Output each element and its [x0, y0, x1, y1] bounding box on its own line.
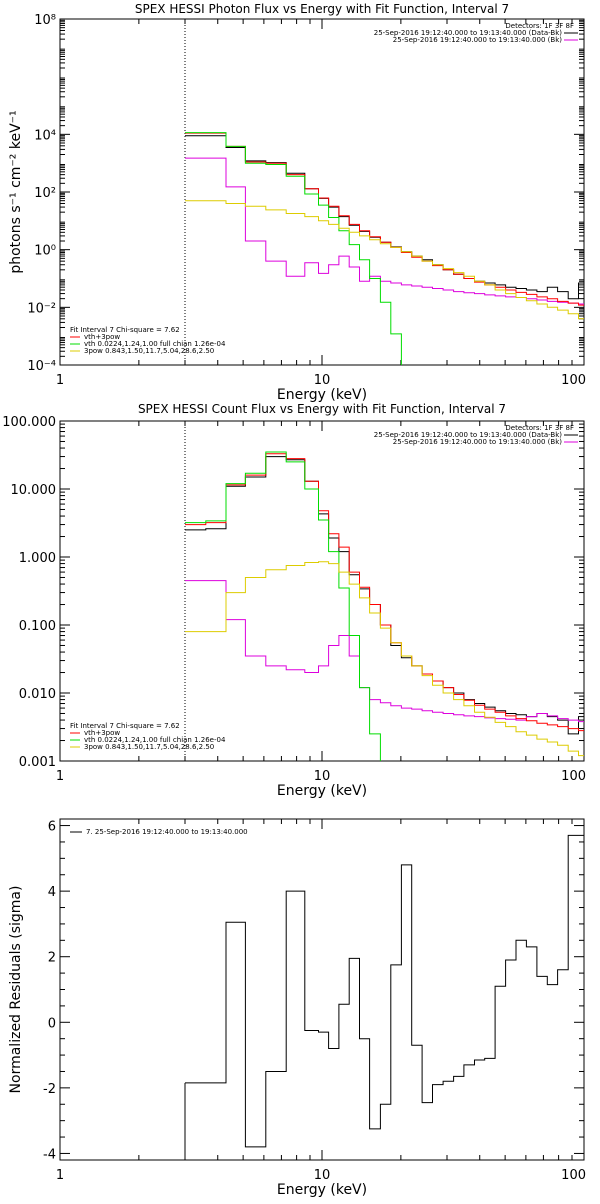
legend-entry-top: 25-Sep-2016 19:12:40.000 to 19:13:40.000…: [374, 29, 563, 37]
legend-entry-top: 25-Sep-2016 19:12:40.000 to 19:13:40.000…: [393, 36, 563, 44]
legend-fit-interval: Fit Interval 7 Chi-square = 7.62: [70, 326, 180, 334]
y-tick-label: 10⁴: [34, 128, 56, 143]
series-line-bk: [185, 157, 584, 305]
plot-frame: [59, 420, 585, 762]
x-tick-label: 1: [56, 373, 64, 388]
series-line-data-bk: [185, 456, 584, 735]
x-tick-label: 10: [314, 1168, 331, 1183]
series-line-3pow: [185, 200, 584, 320]
x-tick-label: 100: [561, 1168, 586, 1183]
y-axis-label: photons s⁻¹ cm⁻² keV⁻¹: [8, 110, 24, 273]
x-tick-label: 10: [314, 373, 331, 388]
series-line-vth-3pow: [185, 132, 584, 306]
plot-frame: [59, 18, 585, 366]
x-tick-label: 1: [56, 1168, 64, 1183]
x-axis-label: Energy (keV): [277, 387, 367, 403]
series-line-vth: [185, 451, 381, 761]
y-tick-label: 10⁻²: [27, 301, 56, 316]
y-tick-label: 10.000: [11, 483, 57, 498]
plot-frame: [59, 818, 585, 1161]
legend-entry: 7. 25-Sep-2016 19:12:40.000 to 19:13:40.…: [86, 828, 248, 836]
legend-entry-top: 25-Sep-2016 19:12:40.000 to 19:13:40.000…: [393, 438, 563, 446]
y-tick-label: 10⁸: [34, 13, 56, 28]
y-tick-label: 1.000: [19, 551, 56, 566]
x-axis-label: Energy (keV): [277, 1182, 367, 1198]
chart-title: SPEX HESSI Photon Flux vs Energy with Fi…: [135, 2, 509, 16]
series-line-data-bk: [185, 135, 584, 300]
y-tick-label: 10⁻⁴: [27, 359, 56, 374]
series-line-vth: [185, 132, 402, 365]
legend-entry-bottom: vth 0.0224,1.24,1.00 full chian 1.26e-04: [84, 340, 226, 348]
y-tick-label: -4: [43, 1147, 56, 1162]
legend-entry-top: 25-Sep-2016 19:12:40.000 to 19:13:40.000…: [374, 431, 563, 439]
series-line-7-25-sep-2016-19-12-40-000-to-19-13-40-000: [185, 834, 584, 1148]
y-tick-label: 2: [48, 951, 56, 966]
legend-detectors: Detectors: 1F 3F 8F: [505, 22, 574, 30]
y-tick-label: 0: [48, 1016, 56, 1031]
x-tick-label: 1: [56, 769, 64, 784]
y-tick-label: 4: [48, 885, 56, 900]
x-axis-label: Energy (keV): [277, 783, 367, 799]
chart-title: SPEX HESSI Count Flux vs Energy with Fit…: [138, 402, 506, 416]
chart-panel-3: 1 10 100 -4 -2 0 2 4 6 Energy (keV) Normalized Res…: [8, 818, 586, 1198]
y-tick-label: 6: [48, 820, 56, 835]
y-tick-label: 0.100: [19, 619, 56, 634]
y-tick-label: 0.001: [19, 755, 56, 770]
x-tick-label: 10: [314, 769, 331, 784]
legend-entry-bottom: vth 0.0224,1.24,1.00 full chian 1.26e-04: [84, 736, 226, 744]
y-tick-label: 10⁰: [34, 244, 56, 259]
series-line-3pow: [185, 561, 584, 757]
series-line-bk: [185, 580, 584, 723]
legend-entry-bottom: vth+3pow: [84, 333, 120, 341]
y-tick-label: 0.010: [19, 687, 56, 702]
y-axis-label: Normalized Residuals (sigma): [8, 886, 24, 1094]
chart-panel-2: 1 10 100 0.001 0.010 0.100 1.000 10.000 100.000 S…: [2, 402, 586, 799]
legend-fit-interval: Fit Interval 7 Chi-square = 7.62: [70, 722, 180, 730]
y-tick-label: 100.000: [2, 415, 56, 430]
legend-detectors: Detectors: 1F 3F 8F: [505, 424, 574, 432]
x-tick-label: 100: [561, 373, 586, 388]
legend-entry-bottom: 3pow 0.843,1.50,11.7,5.04,28.6,2.50: [84, 743, 214, 751]
y-tick-label: 10²: [34, 186, 56, 201]
legend-entry-bottom: vth+3pow: [84, 729, 120, 737]
legend-entry-bottom: 3pow 0.843,1.50,11.7,5.04,28.6,2.50: [84, 347, 214, 355]
chart-panel-1: 1 10 100 10⁻⁴ 10⁻² 10⁰ 10² 10⁴ 10⁸ SPEX HESSI Pho…: [8, 2, 586, 403]
x-tick-label: 100: [561, 769, 586, 784]
y-tick-label: -2: [43, 1082, 56, 1097]
